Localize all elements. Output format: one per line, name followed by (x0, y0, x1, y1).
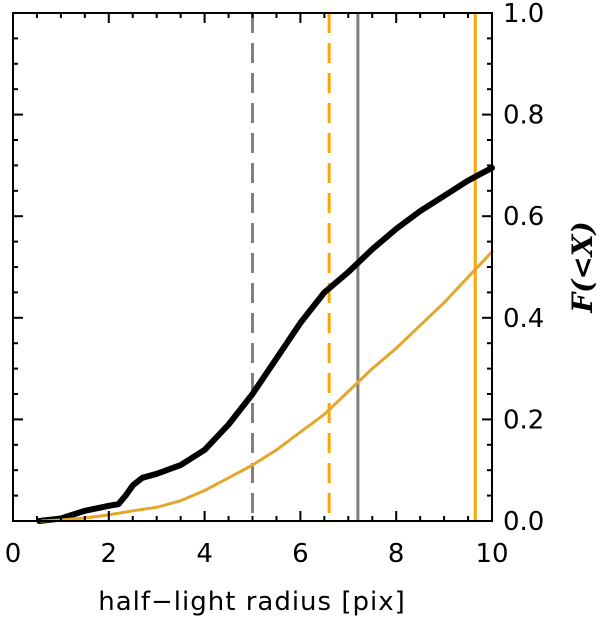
x-tick-label: 2 (101, 539, 118, 569)
x-tick-label: 6 (292, 539, 309, 569)
x-tick-label: 10 (475, 539, 508, 569)
y-tick-label: 0.6 (503, 202, 544, 232)
axis-ticks (12, 12, 493, 522)
y-tick-label: 0.4 (503, 304, 544, 334)
y-tick-label: 0.0 (503, 507, 544, 537)
y-tick-label: 0.8 (503, 101, 544, 131)
y-tick-label: 1.0 (503, 0, 544, 29)
y-tick-label: 0.2 (503, 405, 544, 435)
x-axis-title: half−light radius [pix] (98, 587, 406, 617)
y-axis-title: F(<X) (566, 221, 599, 314)
x-tick-label: 8 (388, 539, 405, 569)
x-tick-label: 4 (196, 539, 213, 569)
x-tick-label: 0 (5, 539, 22, 569)
tick-labels: 0 2 4 6 8 100.0 0.2 0.4 0.6 0.8 1.0 (5, 0, 545, 569)
chart-marks (36, 13, 495, 524)
series-line-2 (40, 250, 494, 523)
series-line-1 (36, 164, 495, 524)
